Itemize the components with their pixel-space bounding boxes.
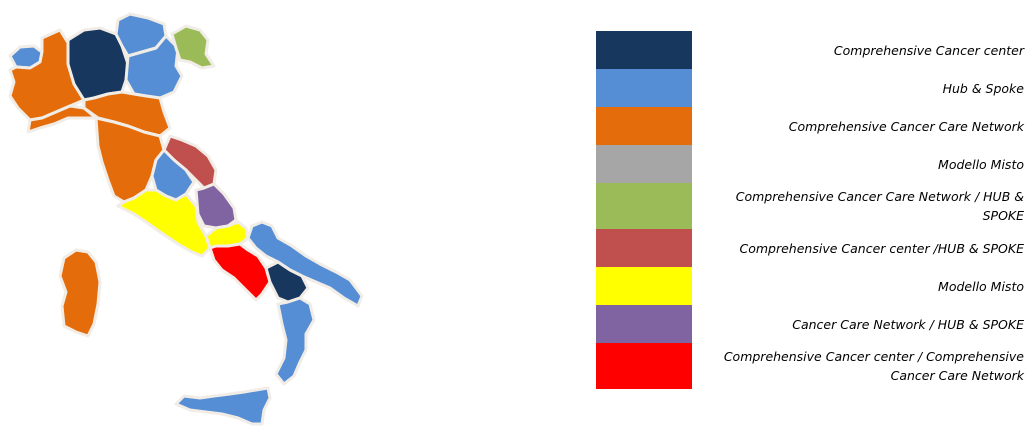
italy-map-svg	[8, 12, 364, 426]
legend-swatch	[596, 305, 692, 343]
region-sicilia	[174, 386, 272, 426]
legend-item-comprehensive-cancer-care-network: Comprehensive Cancer Care Network	[596, 107, 1028, 145]
legend-label: Comprehensive Cancer Care Network / HUB …	[735, 189, 1024, 223]
legend-item-comprehensive-cancer-center: Comprehensive Cancer center	[596, 31, 1028, 69]
legend-item-ccc-cccn: Comprehensive Cancer center / Comprehens…	[596, 343, 1028, 389]
legend-swatch	[596, 343, 692, 389]
region-toscana	[94, 116, 166, 204]
legend-label: Comprehensive Cancer center / Comprehens…	[723, 349, 1024, 383]
legend-item-ccc-hub-spoke: Comprehensive Cancer center /HUB & SPOKE	[596, 229, 1028, 267]
legend-swatch	[596, 267, 692, 305]
legend-item-modello-misto-gray: Modello Misto	[596, 145, 1028, 183]
legend-label: Comprehensive Cancer Care Network	[788, 118, 1024, 134]
legend-label: Comprehensive Cancer center	[833, 42, 1024, 58]
region-liguria	[26, 104, 98, 134]
legend-swatch	[596, 31, 692, 69]
legend-label: Hub & Spoke	[942, 80, 1024, 96]
italy-regions-map	[0, 0, 380, 427]
region-abruzzo	[194, 182, 238, 230]
region-friuli-venezia-giulia	[170, 24, 216, 70]
legend-swatch	[596, 145, 692, 183]
legend-item-hub-spoke: Hub & Spoke	[596, 69, 1028, 107]
region-calabria	[274, 296, 316, 386]
region-basilicata	[264, 260, 310, 304]
legend-swatch	[596, 69, 692, 107]
legend-label: Comprehensive Cancer center /HUB & SPOKE	[739, 240, 1024, 256]
legend-label: Cancer Care Network / HUB & SPOKE	[792, 316, 1024, 332]
legend-item-cccn-hub-spoke: Comprehensive Cancer Care Network / HUB …	[596, 183, 1028, 229]
legend-swatch	[596, 107, 692, 145]
region-sardegna	[58, 248, 102, 338]
legend-swatch	[596, 183, 692, 229]
legend-label: Modello Misto	[938, 278, 1024, 294]
legend-item-ccn-hub-spoke: Cancer Care Network / HUB & SPOKE	[596, 305, 1028, 343]
legend-item-modello-misto-yellow: Modello Misto	[596, 267, 1028, 305]
legend-swatch	[596, 229, 692, 267]
region-lombardia	[66, 26, 130, 102]
legend-label: Modello Misto	[938, 156, 1024, 172]
